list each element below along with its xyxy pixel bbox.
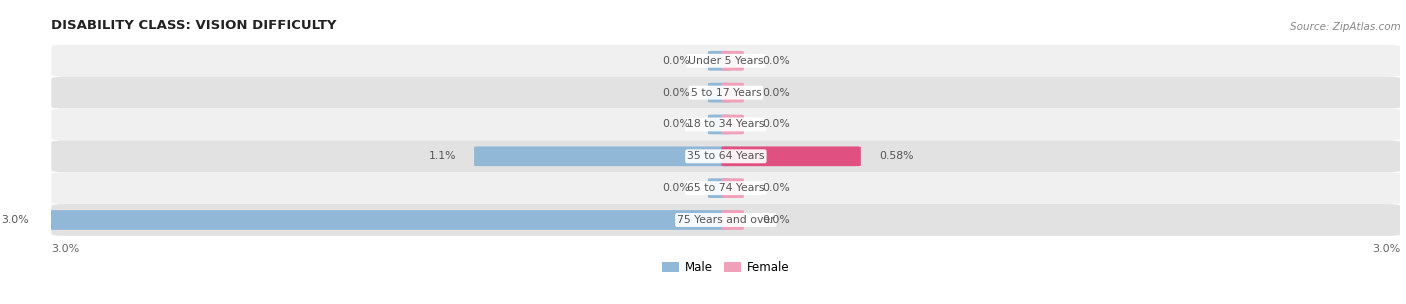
- FancyBboxPatch shape: [721, 51, 744, 71]
- FancyBboxPatch shape: [707, 83, 730, 102]
- FancyBboxPatch shape: [721, 83, 744, 102]
- Text: DISABILITY CLASS: VISION DIFFICULTY: DISABILITY CLASS: VISION DIFFICULTY: [52, 19, 337, 32]
- FancyBboxPatch shape: [52, 77, 1400, 109]
- FancyBboxPatch shape: [52, 140, 1400, 172]
- FancyBboxPatch shape: [721, 210, 744, 230]
- FancyBboxPatch shape: [52, 204, 1400, 236]
- Text: 1.1%: 1.1%: [429, 151, 456, 161]
- Text: 0.0%: 0.0%: [662, 56, 690, 66]
- Text: Source: ZipAtlas.com: Source: ZipAtlas.com: [1289, 22, 1400, 32]
- FancyBboxPatch shape: [721, 115, 744, 134]
- FancyBboxPatch shape: [707, 178, 730, 198]
- Text: 0.0%: 0.0%: [662, 88, 690, 98]
- Text: 3.0%: 3.0%: [52, 244, 80, 254]
- FancyBboxPatch shape: [474, 147, 730, 166]
- Text: Under 5 Years: Under 5 Years: [688, 56, 763, 66]
- FancyBboxPatch shape: [52, 45, 1400, 77]
- Text: 0.0%: 0.0%: [762, 88, 790, 98]
- Text: 3.0%: 3.0%: [1, 215, 30, 225]
- FancyBboxPatch shape: [707, 115, 730, 134]
- Text: 0.58%: 0.58%: [879, 151, 914, 161]
- FancyBboxPatch shape: [46, 210, 730, 230]
- Text: 0.0%: 0.0%: [662, 119, 690, 130]
- FancyBboxPatch shape: [52, 172, 1400, 204]
- FancyBboxPatch shape: [721, 178, 744, 198]
- Text: 5 to 17 Years: 5 to 17 Years: [690, 88, 761, 98]
- Text: 75 Years and over: 75 Years and over: [678, 215, 775, 225]
- Text: 0.0%: 0.0%: [662, 183, 690, 193]
- Text: 0.0%: 0.0%: [762, 215, 790, 225]
- Text: 3.0%: 3.0%: [1372, 244, 1400, 254]
- FancyBboxPatch shape: [721, 147, 860, 166]
- FancyBboxPatch shape: [52, 109, 1400, 140]
- Legend: Male, Female: Male, Female: [658, 257, 794, 279]
- Text: 18 to 34 Years: 18 to 34 Years: [688, 119, 765, 130]
- Text: 65 to 74 Years: 65 to 74 Years: [688, 183, 765, 193]
- Text: 0.0%: 0.0%: [762, 183, 790, 193]
- Text: 0.0%: 0.0%: [762, 56, 790, 66]
- FancyBboxPatch shape: [707, 51, 730, 71]
- Text: 0.0%: 0.0%: [762, 119, 790, 130]
- Text: 35 to 64 Years: 35 to 64 Years: [688, 151, 765, 161]
